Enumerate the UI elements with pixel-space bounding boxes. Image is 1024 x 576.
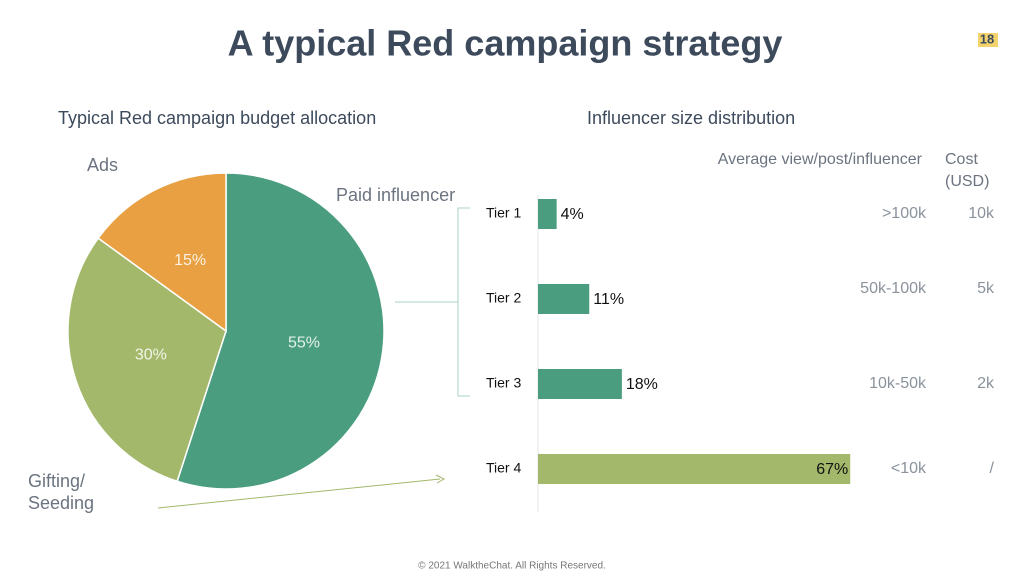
pie-slice [176, 172, 385, 490]
arrow-head [435, 474, 446, 484]
pie-slice [67, 237, 227, 483]
bar [538, 284, 590, 314]
value-label: 67% [816, 461, 848, 478]
slice-name: Gifting/ Seeding [28, 471, 95, 513]
y-tick-label: Tier 2 [486, 290, 521, 306]
bar [538, 199, 557, 229]
pie-slice [97, 172, 227, 333]
table-cell: >100k [882, 205, 927, 222]
value-label: 4% [561, 206, 584, 223]
bracket [457, 207, 470, 397]
value-label: 18% [626, 376, 658, 393]
bar-title: Influencer size distribution [587, 108, 795, 128]
column-header: Average view/post/influencer [717, 151, 922, 168]
table-cell: / [990, 460, 995, 477]
slice-label: 15% [174, 252, 206, 269]
slice-name: Paid influencer [336, 185, 456, 205]
page-number-highlight [978, 33, 998, 47]
y-tick-label: Tier 3 [486, 375, 521, 391]
slide-title: A typical Red campaign strategy [228, 23, 783, 64]
value-label: 11% [593, 291, 624, 308]
table-cell: 10k [968, 205, 995, 222]
y-tick-label: Tier 4 [486, 460, 521, 476]
slice-label: 55% [288, 335, 320, 352]
slice-name: Ads [87, 155, 119, 175]
table-cell: 50k-100k [860, 280, 927, 297]
y-tick-label: Tier 1 [486, 205, 521, 221]
table-cell: 5k [977, 280, 995, 297]
page-number: 18 [980, 31, 994, 46]
slice-label: 30% [135, 347, 167, 364]
table-cell: 2k [977, 375, 995, 392]
table-cell: <10k [891, 460, 927, 477]
bar [538, 454, 851, 484]
pie-title: Typical Red campaign budget allocation [58, 108, 376, 128]
footer: © 2021 WalktheChat. All Rights Reserved. [418, 561, 606, 572]
column-header: Cost (USD) [945, 151, 990, 190]
table-cell: 10k-50k [869, 375, 927, 392]
bar [538, 369, 622, 399]
arrow [157, 478, 441, 509]
